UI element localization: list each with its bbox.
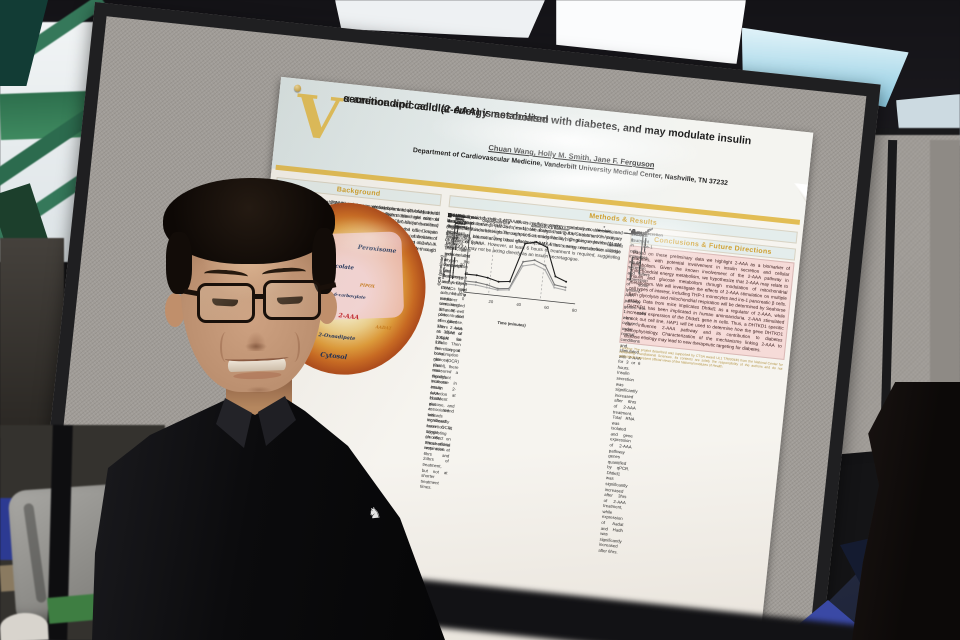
svg-text:60: 60 xyxy=(544,305,550,311)
smile-line xyxy=(220,332,232,362)
svg-text:40: 40 xyxy=(516,302,522,308)
ocr-line-chart: Oligomycin/FCCP Antimycin A & Rotenone 5… xyxy=(458,219,578,314)
mouth xyxy=(224,353,292,381)
poster-board: V α-aminoadipic acid (2-AAA) is associat… xyxy=(27,2,881,640)
svg-text:20: 20 xyxy=(488,299,494,305)
left-ear xyxy=(165,293,185,327)
nostrils xyxy=(241,342,271,351)
white-object xyxy=(0,611,49,640)
figure4-ocr-chart: OCR (pmol/min) Oligomycin/FCCP Antimycin… xyxy=(436,212,623,346)
annotation-antimycin: Antimycin A & Rotenone xyxy=(531,224,570,232)
results-conclusions-column: A Insulin Secretion Insulin secretion (%… xyxy=(597,225,797,555)
lower-lip xyxy=(233,371,282,380)
chin-shadow xyxy=(242,386,276,394)
svg-text:30: 30 xyxy=(461,248,467,254)
annotation-oligomycin: Oligomycin/FCCP xyxy=(482,219,511,226)
glasses-bridge xyxy=(252,294,264,299)
vanderbilt-logo: V xyxy=(292,81,345,155)
svg-text:50: 50 xyxy=(464,220,470,226)
svg-text:0: 0 xyxy=(459,290,463,295)
smile-line xyxy=(288,332,300,362)
glasses-right-lens xyxy=(263,280,321,320)
svg-text:80: 80 xyxy=(572,308,578,314)
svg-text:40: 40 xyxy=(463,234,469,240)
presenter: ♞ xyxy=(50,170,460,640)
polo-player-logo-icon: ♞ xyxy=(367,504,383,523)
svg-text:10: 10 xyxy=(458,276,464,282)
svg-text:20: 20 xyxy=(460,262,466,268)
glasses-left-lens xyxy=(197,283,255,323)
hair-temple xyxy=(166,232,192,294)
research-poster: V α-aminoadipic acid (2-AAA) is associat… xyxy=(224,76,814,640)
svg-text:0: 0 xyxy=(462,296,466,301)
methods-column: We investigated the effect of 2-AAA on i… xyxy=(419,212,624,491)
